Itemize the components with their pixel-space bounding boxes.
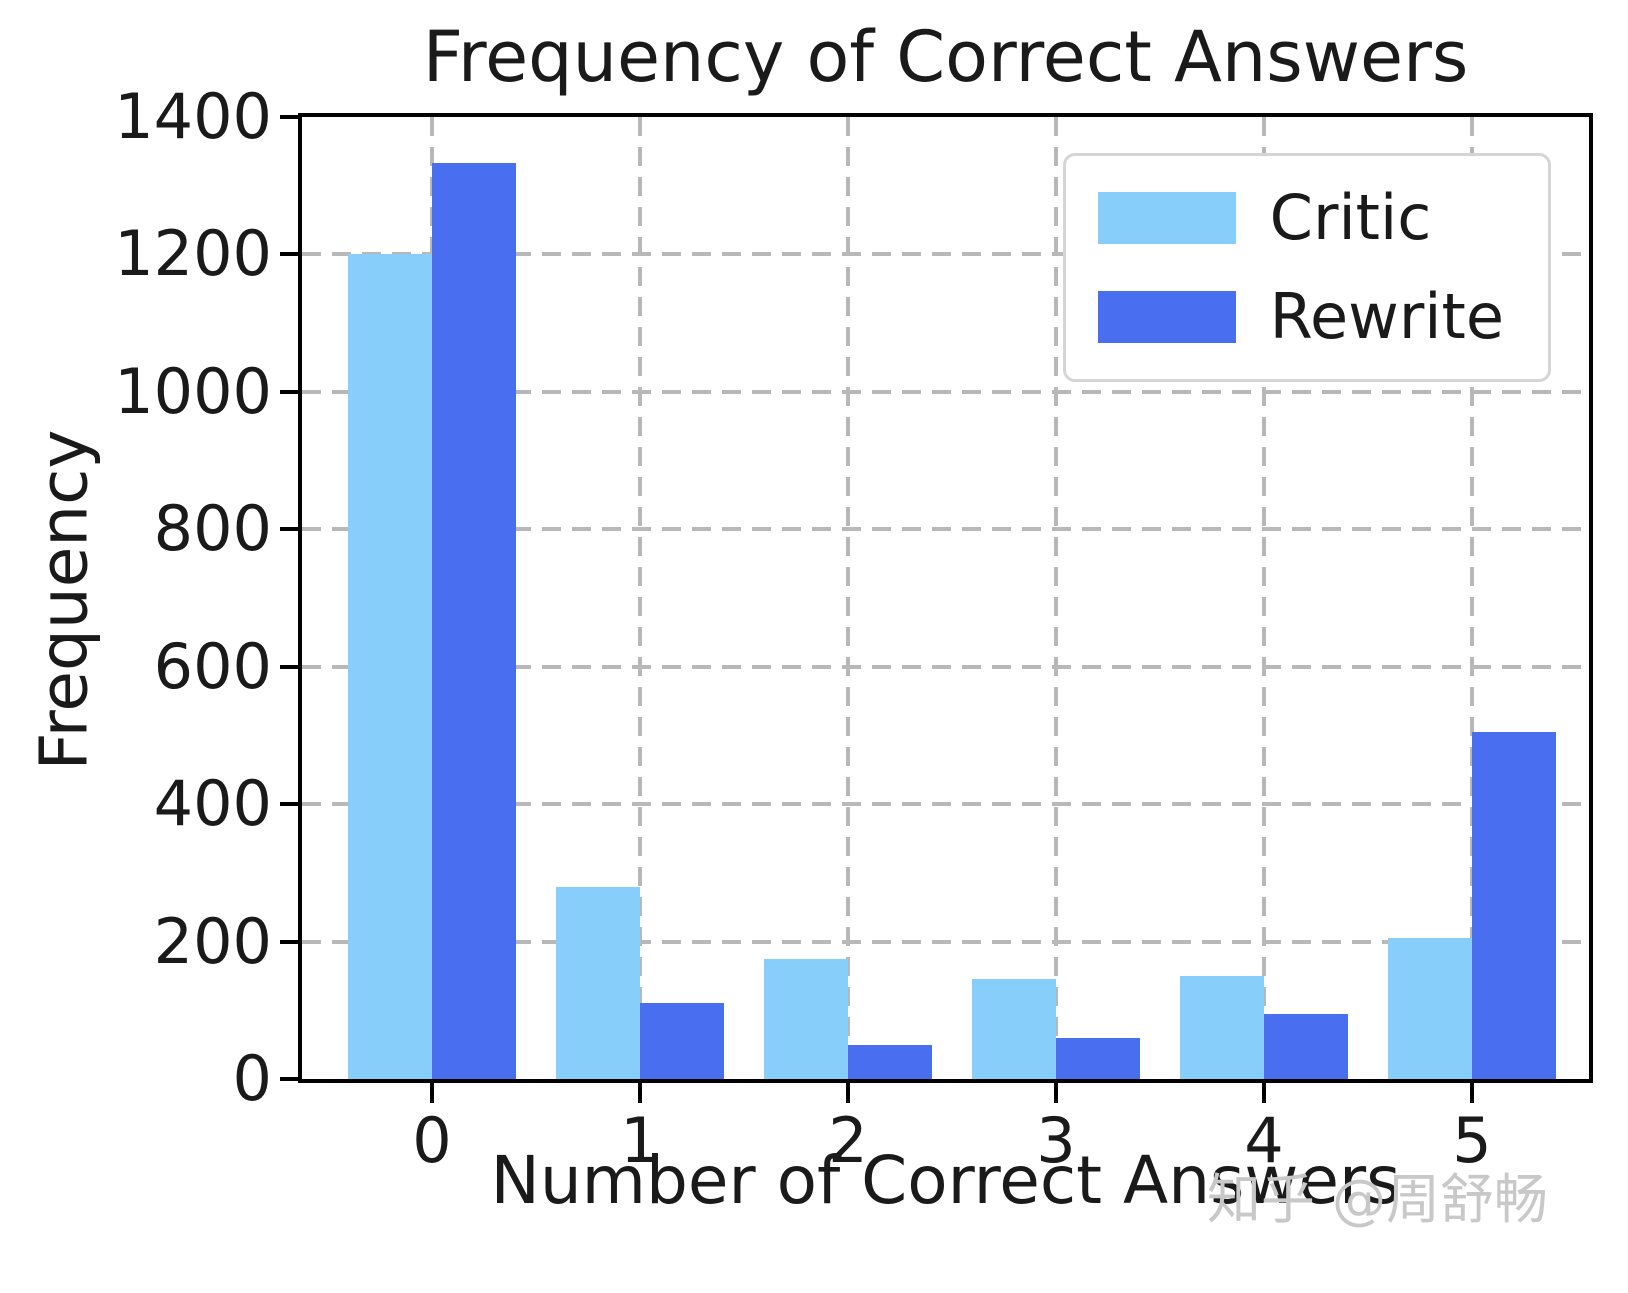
y-tick-label: 0: [232, 1042, 272, 1115]
x-tick-label: 4: [1244, 1104, 1284, 1177]
legend-swatch-critic: [1097, 191, 1236, 244]
gridline-horizontal: [302, 389, 1589, 394]
bar-critic-4: [1180, 975, 1264, 1079]
gridline-horizontal: [302, 252, 1589, 257]
y-tick-label: 800: [153, 492, 272, 566]
y-tick-mark: [280, 527, 298, 532]
x-tick-label: 1: [620, 1104, 660, 1177]
x-tick-mark: [1262, 1083, 1266, 1103]
bar-rewrite-5: [1472, 732, 1556, 1079]
y-tick-label: 400: [153, 767, 272, 841]
bar-rewrite-0: [432, 163, 516, 1079]
legend-item-critic: Critic: [1097, 181, 1504, 254]
gridline-vertical: [1054, 117, 1058, 1079]
y-tick-label: 200: [153, 904, 272, 978]
y-axis-label: Frequency: [25, 429, 103, 771]
gridline-vertical: [1262, 117, 1266, 1079]
legend-label-rewrite: Rewrite: [1269, 280, 1504, 354]
bar-rewrite-2: [848, 1044, 932, 1079]
gridline-horizontal: [302, 527, 1589, 532]
bar-critic-5: [1388, 938, 1472, 1079]
y-tick-mark: [280, 939, 298, 944]
y-tick-label: 1400: [114, 80, 272, 153]
watermark: 知乎 @周舒畅: [1206, 1168, 1548, 1231]
gridline-horizontal: [302, 802, 1589, 807]
bar-rewrite-4: [1264, 1013, 1348, 1079]
gridline-vertical: [638, 117, 642, 1079]
bar-critic-3: [972, 979, 1056, 1079]
x-tick-mark: [1054, 1083, 1058, 1103]
y-tick-mark: [280, 389, 298, 394]
chart-title: Frequency of Correct Answers: [422, 16, 1469, 98]
x-tick-mark: [638, 1083, 642, 1103]
legend-item-rewrite: Rewrite: [1097, 280, 1504, 354]
y-tick-label: 1000: [114, 354, 272, 428]
bar-critic-2: [764, 958, 848, 1079]
y-tick-mark: [280, 252, 298, 257]
x-axis-label: Number of Correct Answers: [490, 1142, 1401, 1219]
gridline-horizontal: [302, 664, 1589, 669]
x-tick-mark: [846, 1083, 850, 1103]
gridline-horizontal: [302, 939, 1589, 944]
y-tick-label: 1200: [114, 217, 272, 291]
x-tick-mark: [1470, 1083, 1474, 1103]
y-tick-mark: [280, 664, 298, 669]
x-tick-label: 3: [1036, 1104, 1076, 1177]
bar-rewrite-3: [1056, 1037, 1140, 1079]
bar-critic-1: [556, 886, 640, 1079]
gridline-vertical: [1470, 117, 1474, 1079]
legend-swatch-rewrite: [1097, 290, 1236, 343]
legend-label-critic: Critic: [1269, 181, 1432, 254]
legend: Critic Rewrite: [1062, 153, 1551, 382]
x-tick-label: 0: [412, 1104, 452, 1177]
x-tick-label: 2: [828, 1104, 868, 1177]
x-tick-label: 5: [1452, 1104, 1492, 1177]
x-tick-mark: [430, 1083, 434, 1103]
y-tick-mark: [280, 802, 298, 807]
bar-critic-0: [348, 254, 432, 1079]
plot-area: Critic Rewrite: [298, 113, 1593, 1083]
y-tick-mark: [280, 115, 298, 119]
bar-rewrite-1: [640, 1003, 724, 1079]
gridline-vertical: [846, 117, 850, 1079]
y-tick-label: 600: [153, 629, 272, 703]
y-tick-mark: [280, 1077, 298, 1081]
